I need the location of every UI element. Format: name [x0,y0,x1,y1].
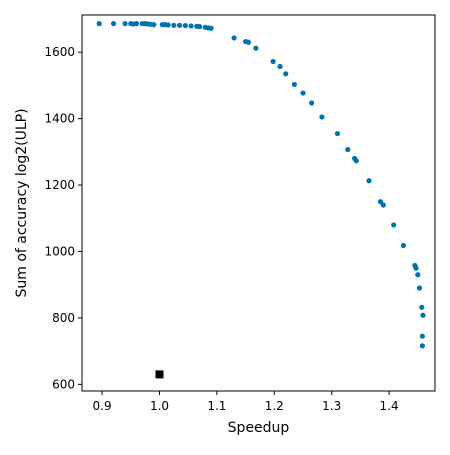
data-point [96,21,102,27]
data-point [415,272,421,278]
plot-frame [81,14,436,392]
data-point [419,304,425,310]
data-point [334,130,341,137]
y-tick-label: 1200 [44,178,75,192]
y-tick-label: 1600 [44,45,75,59]
ticks-layer: 0.9 1.0 1.1 1.2 1.3 1.4 600 800 1000 1200 1400 1600 [44,45,398,413]
data-point [419,333,425,339]
data-point [270,58,276,65]
data-point [366,178,372,184]
y-axis-label: Sum of accuracy log2(ULP) [14,108,30,297]
data-point [300,90,306,96]
data-point [188,23,194,29]
data-point [345,146,351,153]
data-point [133,21,140,27]
data-point [277,63,283,70]
x-axis-label: Speedup [228,420,290,436]
y-tick-label: 800 [52,311,75,325]
data-point [208,25,214,31]
data-point [319,114,325,120]
x-tick-label: 0.9 [93,399,112,413]
x-tick-label: 1.3 [322,399,341,413]
x-tick-label: 1.1 [207,399,226,413]
baseline-point [155,370,164,379]
data-point [283,71,289,77]
y-tick-label: 1400 [44,112,75,126]
data-point [245,39,252,45]
data-point [413,265,419,271]
y-tick-label: 1000 [44,244,75,258]
data-point [419,343,425,349]
x-tick-label: 1.2 [265,399,284,413]
data-point [420,312,426,318]
data-point [197,24,203,30]
x-tick-label: 1.4 [380,399,399,413]
data-point [291,81,297,88]
data-point [308,100,315,106]
data-point [416,285,423,291]
data-point [400,242,407,249]
x-tick-label: 1.0 [150,399,169,413]
data-point [176,22,183,28]
data-point [231,35,237,41]
data-point [122,21,128,27]
y-tick-label: 600 [52,377,75,391]
data-point [110,21,117,27]
data-point [165,22,171,28]
data-point [253,45,259,51]
data-point [151,22,157,28]
data-point [353,158,359,164]
points-layer [96,21,426,379]
data-point [391,222,397,228]
data-point [182,23,188,29]
data-point [171,22,177,28]
data-point [380,202,386,208]
